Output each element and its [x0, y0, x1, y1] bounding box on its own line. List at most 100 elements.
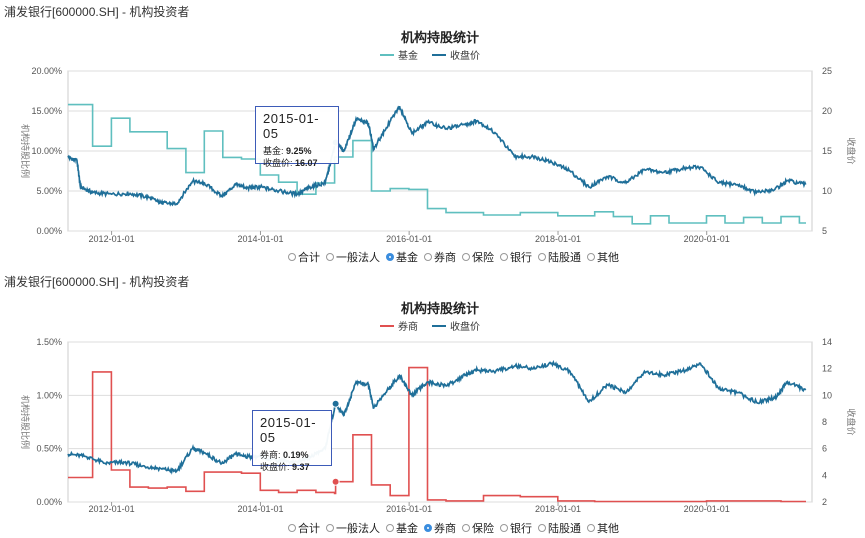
radio-dot-icon[interactable] [386, 524, 394, 532]
radio-option[interactable]: 合计 [288, 249, 320, 265]
radio-dot-icon[interactable] [424, 253, 432, 261]
radio-label: 保险 [472, 523, 494, 535]
y2-axis-title: 收盘价 [846, 137, 857, 164]
y2-tick-label: 10 [822, 390, 832, 400]
radio-label: 保险 [472, 252, 494, 264]
x-tick-label: 2020-01-01 [684, 234, 730, 244]
legend-label: 收盘价 [450, 320, 480, 333]
y2-tick-label: 8 [822, 417, 827, 427]
radio-option[interactable]: 陆股通 [538, 249, 581, 265]
radio-option[interactable]: 其他 [587, 249, 619, 265]
radio-option[interactable]: 保险 [462, 249, 494, 265]
radio-dot-icon[interactable] [424, 524, 432, 532]
chart-tooltip: 2015-01-05 基金: 9.25% 收盘价: 16.07 [255, 106, 339, 168]
radio-option[interactable]: 保险 [462, 520, 494, 536]
radio-dot-icon[interactable] [386, 253, 394, 261]
y-tick-label: 1.50% [36, 337, 62, 347]
radio-dot-icon[interactable] [500, 524, 508, 532]
radio-label: 其他 [597, 523, 619, 535]
radio-option[interactable]: 基金 [386, 249, 418, 265]
radio-label: 合计 [298, 523, 320, 535]
panel-header: 浦发银行[600000.SH] - 机构投资者 [4, 275, 190, 289]
y-tick-label: 0.00% [36, 497, 62, 507]
radio-option[interactable]: 银行 [500, 249, 532, 265]
tooltip-price-value: 9.37 [292, 462, 310, 472]
hover-point-marker [331, 399, 340, 408]
y-tick-label: 0.00% [36, 226, 62, 236]
y-tick-label: 5.00% [36, 186, 62, 196]
tooltip-price-label: 收盘价: [263, 158, 293, 168]
chart-tooltip: 2015-01-05 券商: 0.19% 收盘价: 9.37 [252, 410, 332, 472]
tooltip-series-label: 券商: [260, 450, 281, 460]
radio-dot-icon[interactable] [587, 524, 595, 532]
radio-option[interactable]: 合计 [288, 520, 320, 536]
y2-tick-label: 6 [822, 444, 827, 454]
tooltip-price-value: 16.07 [295, 158, 318, 168]
radio-option[interactable]: 一般法人 [326, 249, 380, 265]
x-tick-label: 2012-01-01 [89, 504, 135, 514]
y-tick-label: 15.00% [31, 106, 62, 116]
radio-dot-icon[interactable] [462, 253, 470, 261]
radio-label: 银行 [510, 523, 532, 535]
y-tick-label: 20.00% [31, 66, 62, 76]
radio-label: 一般法人 [336, 523, 380, 535]
radio-option[interactable]: 陆股通 [538, 520, 581, 536]
chart-title: 机构持股统计 [401, 30, 479, 45]
radio-dot-icon[interactable] [326, 524, 334, 532]
radio-dot-icon[interactable] [288, 524, 296, 532]
y2-tick-label: 14 [822, 337, 832, 347]
legend-label: 券商 [398, 320, 418, 333]
tooltip-price-row: 收盘价: 9.37 [260, 461, 324, 473]
radio-label: 合计 [298, 252, 320, 264]
radio-dot-icon[interactable] [538, 253, 546, 261]
radio-label: 银行 [510, 252, 532, 264]
radio-option[interactable]: 券商 [424, 249, 456, 265]
radio-dot-icon[interactable] [462, 524, 470, 532]
y2-tick-label: 2 [822, 497, 827, 507]
radio-label: 陆股通 [548, 252, 581, 264]
y2-tick-label: 25 [822, 66, 832, 76]
radio-label: 基金 [396, 252, 418, 264]
series-line-fund [68, 103, 806, 225]
tooltip-price-row: 收盘价: 16.07 [263, 157, 331, 169]
radio-label: 券商 [434, 523, 456, 535]
y-axis-title: 机构持股比例 [20, 124, 31, 178]
y2-axis-title: 收盘价 [846, 408, 857, 435]
x-tick-label: 2016-01-01 [386, 234, 432, 244]
y2-tick-label: 12 [822, 364, 832, 374]
radio-dot-icon[interactable] [587, 253, 595, 261]
panel-header: 浦发银行[600000.SH] - 机构投资者 [4, 5, 190, 19]
x-tick-label: 2014-01-01 [237, 504, 283, 514]
tooltip-series-value: 9.25% [286, 146, 312, 156]
y2-tick-label: 5 [822, 226, 827, 236]
y-tick-label: 0.50% [36, 444, 62, 454]
y2-tick-label: 4 [822, 470, 827, 480]
radio-label: 陆股通 [548, 523, 581, 535]
series-line-close-price [67, 359, 807, 475]
radio-label: 一般法人 [336, 252, 380, 264]
radio-option[interactable]: 一般法人 [326, 520, 380, 536]
y2-tick-label: 10 [822, 186, 832, 196]
radio-option[interactable]: 券商 [424, 520, 456, 536]
tooltip-price-label: 收盘价: [260, 462, 290, 472]
plot-frame [67, 341, 813, 503]
x-tick-label: 2014-01-01 [237, 234, 283, 244]
chart-legend: 券商 收盘价 [380, 320, 480, 333]
chart-legend: 基金 收盘价 [380, 49, 480, 62]
radio-option[interactable]: 基金 [386, 520, 418, 536]
x-tick-label: 2016-01-01 [386, 504, 432, 514]
y2-tick-label: 20 [822, 106, 832, 116]
holder-type-radio-group: 合计 一般法人 基金 券商 保险 银行 陆股通 其他 [288, 520, 625, 536]
radio-dot-icon[interactable] [326, 253, 334, 261]
y-tick-label: 1.00% [36, 390, 62, 400]
radio-option[interactable]: 银行 [500, 520, 532, 536]
radio-option[interactable]: 其他 [587, 520, 619, 536]
x-tick-label: 2012-01-01 [89, 234, 135, 244]
radio-dot-icon[interactable] [288, 253, 296, 261]
radio-dot-icon[interactable] [500, 253, 508, 261]
holder-type-radio-group: 合计 一般法人 基金 券商 保险 银行 陆股通 其他 [288, 249, 625, 265]
radio-label: 基金 [396, 523, 418, 535]
radio-dot-icon[interactable] [538, 524, 546, 532]
x-tick-label: 2018-01-01 [535, 234, 581, 244]
tooltip-series-row: 券商: 0.19% [260, 449, 324, 461]
